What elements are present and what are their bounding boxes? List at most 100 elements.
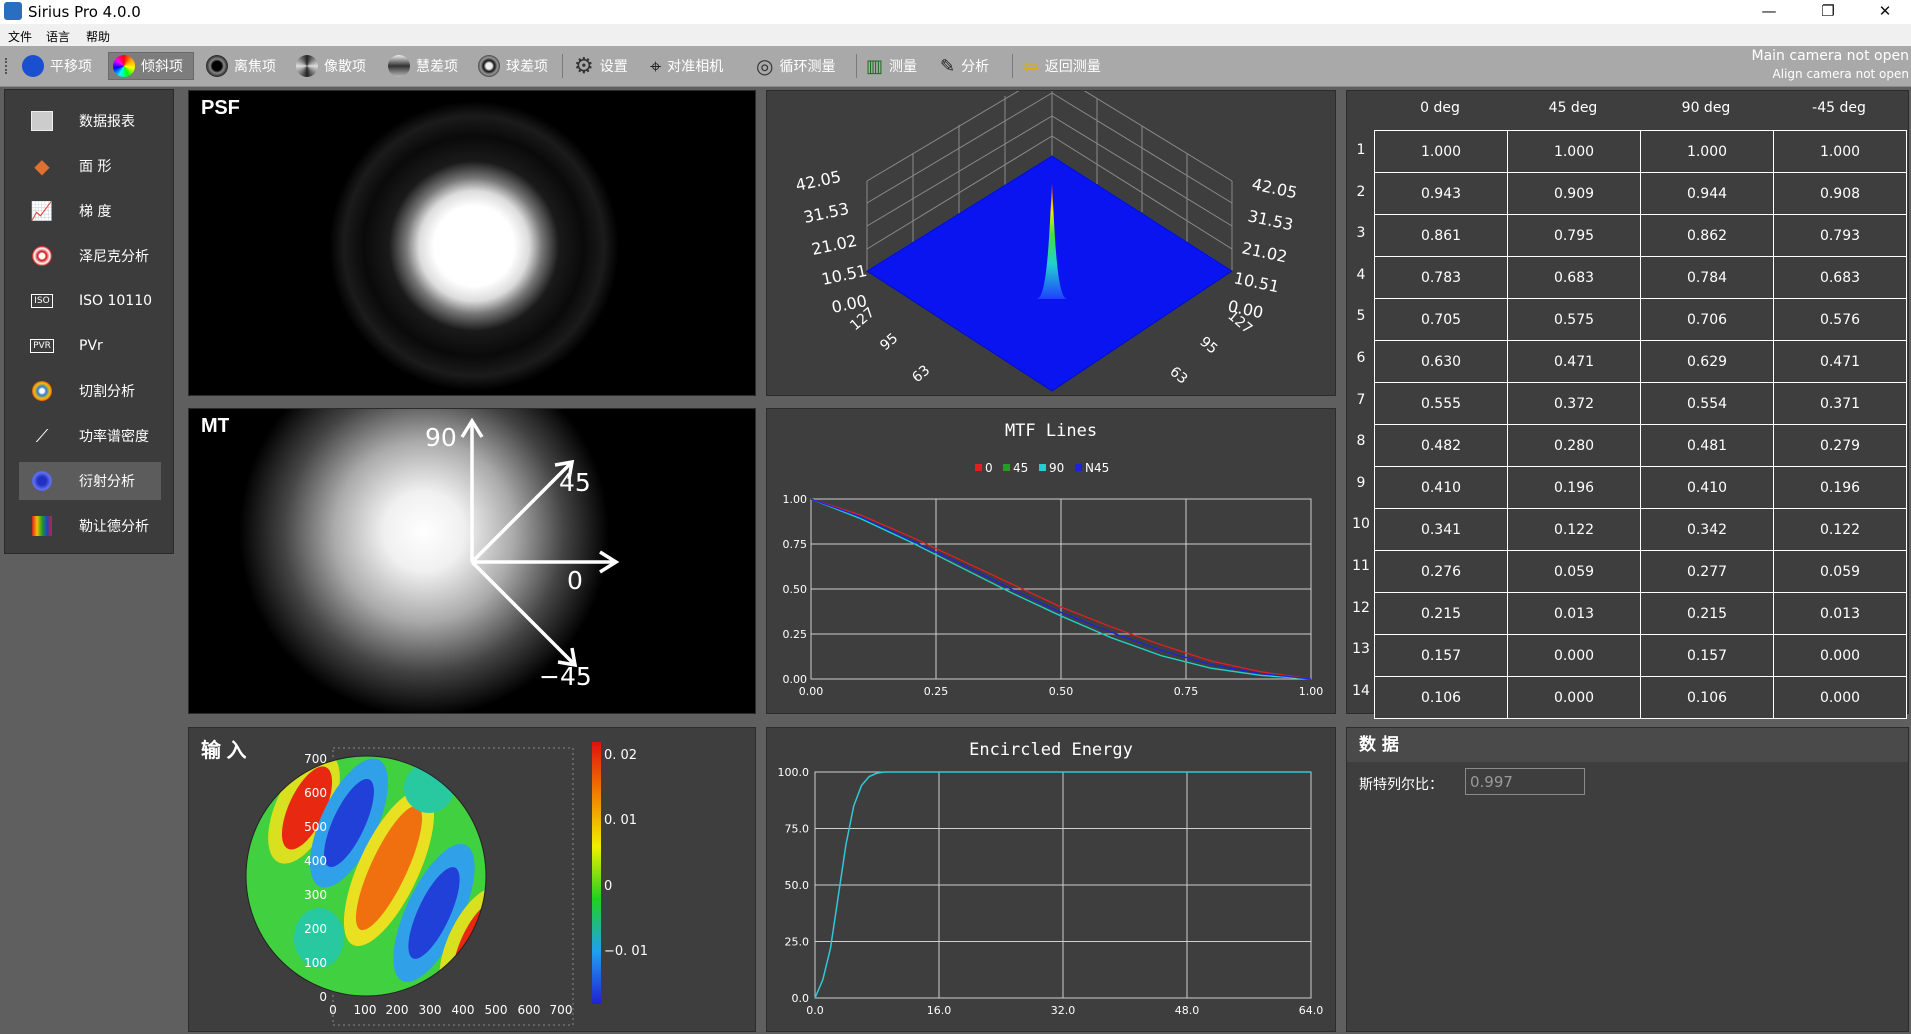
strehl-ratio-field[interactable]	[1465, 768, 1585, 795]
table-cell[interactable]: 0.482	[1374, 424, 1508, 467]
table-cell[interactable]: 0.471	[1773, 340, 1907, 383]
settings-button[interactable]: ⚙ 设置	[570, 52, 632, 80]
table-cell[interactable]: 0.000	[1773, 676, 1907, 719]
table-cell[interactable]: 0.410	[1640, 466, 1774, 509]
table-cell[interactable]: 0.555	[1374, 382, 1508, 425]
tool-astigmatism-button[interactable]: 像散项	[292, 52, 370, 80]
table-cell[interactable]: 0.341	[1374, 508, 1508, 551]
table-cell[interactable]: 0.342	[1640, 508, 1774, 551]
table-cell[interactable]: 0.471	[1507, 340, 1641, 383]
table-cell[interactable]: 0.861	[1374, 214, 1508, 257]
analyze-button[interactable]: ✎ 分析	[936, 52, 993, 80]
sidebar-item-pvr[interactable]: PVR PVr	[19, 327, 161, 365]
data-panel: 数 据 斯特列尔比：	[1346, 727, 1909, 1032]
table-cell[interactable]: 0.371	[1773, 382, 1907, 425]
table-cell[interactable]: 0.706	[1640, 298, 1774, 341]
table-cell[interactable]: 0.784	[1640, 256, 1774, 299]
table-cell[interactable]: 0.795	[1507, 214, 1641, 257]
measure-button[interactable]: ▥ 测量	[862, 52, 921, 80]
table-cell[interactable]: 0.122	[1773, 508, 1907, 551]
table-cell[interactable]: 0.106	[1374, 676, 1508, 719]
table-cell[interactable]: 0.013	[1507, 592, 1641, 635]
table-cell[interactable]: 0.122	[1507, 508, 1641, 551]
table-cell[interactable]: 0.909	[1507, 172, 1641, 215]
table-cell[interactable]: 0.277	[1640, 550, 1774, 593]
close-button[interactable]: ✕	[1878, 2, 1892, 20]
zernike-icon	[29, 243, 55, 269]
sidebar-item-zernike[interactable]: 泽尼克分析	[19, 237, 161, 275]
tool-spherical-button[interactable]: 球差项	[474, 52, 552, 80]
back-to-measure-button[interactable]: ⇦ 返回测量	[1018, 52, 1105, 80]
table-cell[interactable]: 0.481	[1640, 424, 1774, 467]
x-tick: 700	[550, 1003, 573, 1017]
sidebar-item-cut[interactable]: 切割分析	[19, 372, 161, 410]
table-cell[interactable]: 1.000	[1507, 130, 1641, 173]
tool-defocus-button[interactable]: 离焦项	[202, 52, 280, 80]
sidebar-item-psd[interactable]: ⟋ 功率谱密度	[19, 417, 161, 455]
table-cell[interactable]: 0.630	[1374, 340, 1508, 383]
table-cell[interactable]: 1.000	[1640, 130, 1774, 173]
table-cell[interactable]: 0.280	[1507, 424, 1641, 467]
table-cell[interactable]: 0.705	[1374, 298, 1508, 341]
table-cell[interactable]: 0.576	[1773, 298, 1907, 341]
table-cell[interactable]: 0.106	[1640, 676, 1774, 719]
tool-tilt-button[interactable]: 倾斜项	[108, 52, 194, 80]
table-cell[interactable]: 0.276	[1374, 550, 1508, 593]
sidebar-item-iso[interactable]: ISO ISO 10110	[19, 282, 161, 320]
psf-3d-grid	[866, 91, 1233, 272]
table-cell[interactable]: 0.157	[1374, 634, 1508, 677]
mtf-series-line-N45	[810, 498, 1312, 680]
menu-language[interactable]: 语言	[46, 30, 71, 44]
table-cell[interactable]: 0.862	[1640, 214, 1774, 257]
x-tick-label: 32.0	[1051, 1004, 1076, 1017]
y-tick-label: 100.0	[778, 766, 810, 779]
table-cell[interactable]: 0.279	[1773, 424, 1907, 467]
row-header: 11	[1352, 558, 1370, 574]
table-cell[interactable]: 0.410	[1374, 466, 1508, 509]
ee-chart: 0.0 16.0 32.0 48.0 64.0 100.0 75.0 50.0 25.0 0.0	[778, 766, 1324, 1017]
table-cell[interactable]: 0.683	[1507, 256, 1641, 299]
table-cell[interactable]: 0.908	[1773, 172, 1907, 215]
table-cell[interactable]: 0.196	[1507, 466, 1641, 509]
coma-icon	[388, 55, 410, 77]
tool-piston-button[interactable]: 平移项	[18, 52, 96, 80]
table-cell[interactable]: 0.554	[1640, 382, 1774, 425]
table-cell[interactable]: 0.000	[1507, 676, 1641, 719]
sidebar-item-surface[interactable]: ◆ 面 形	[19, 147, 161, 185]
table-row: 0.410 0.196 0.410 0.196	[1374, 466, 1907, 509]
table-cell[interactable]: 0.059	[1507, 550, 1641, 593]
maximize-button[interactable]: ❐	[1821, 2, 1835, 20]
table-cell[interactable]: 0.783	[1374, 256, 1508, 299]
table-cell[interactable]: 0.943	[1374, 172, 1508, 215]
sidebar-item-report[interactable]: 数据报表	[19, 102, 161, 140]
table-cell[interactable]: 1.000	[1773, 130, 1907, 173]
tool-coma-button[interactable]: 慧差项	[384, 52, 462, 80]
table-cell[interactable]: 0.575	[1507, 298, 1641, 341]
row-header: 14	[1352, 682, 1370, 699]
table-cell[interactable]: 0.372	[1507, 382, 1641, 425]
menu-file[interactable]: 文件	[8, 30, 33, 44]
table-cell[interactable]: 0.215	[1374, 592, 1508, 635]
table-cell[interactable]: 0.013	[1773, 592, 1907, 635]
table-cell[interactable]: 0.215	[1640, 592, 1774, 635]
table-cell[interactable]: 0.944	[1640, 172, 1774, 215]
table-cell[interactable]: 0.000	[1507, 634, 1641, 677]
table-cell[interactable]: 0.000	[1773, 634, 1907, 677]
table-cell[interactable]: 0.157	[1640, 634, 1774, 677]
table-cell[interactable]: 1.000	[1374, 130, 1508, 173]
align-camera-status: Align camera not open	[1772, 67, 1909, 81]
sidebar-item-gradient[interactable]: 📈 梯 度	[19, 192, 161, 230]
table-cell[interactable]: 0.196	[1773, 466, 1907, 509]
y-tick: 500	[304, 820, 327, 834]
table-cell[interactable]: 0.793	[1773, 214, 1907, 257]
cycle-measure-button[interactable]: ◎ 循环测量	[752, 52, 839, 80]
minimize-button[interactable]: —	[1761, 2, 1777, 20]
align-camera-button[interactable]: ⌖ 对准相机	[646, 52, 727, 80]
table-cell[interactable]: 0.629	[1640, 340, 1774, 383]
table-cell[interactable]: 0.683	[1773, 256, 1907, 299]
menu-help[interactable]: 帮助	[86, 30, 111, 44]
table-cell[interactable]: 0.059	[1773, 550, 1907, 593]
sidebar-item-diffraction[interactable]: 衍射分析	[19, 462, 161, 500]
toolbar-separator	[562, 54, 563, 78]
sidebar-item-legendre[interactable]: 勒让德分析	[19, 507, 161, 545]
